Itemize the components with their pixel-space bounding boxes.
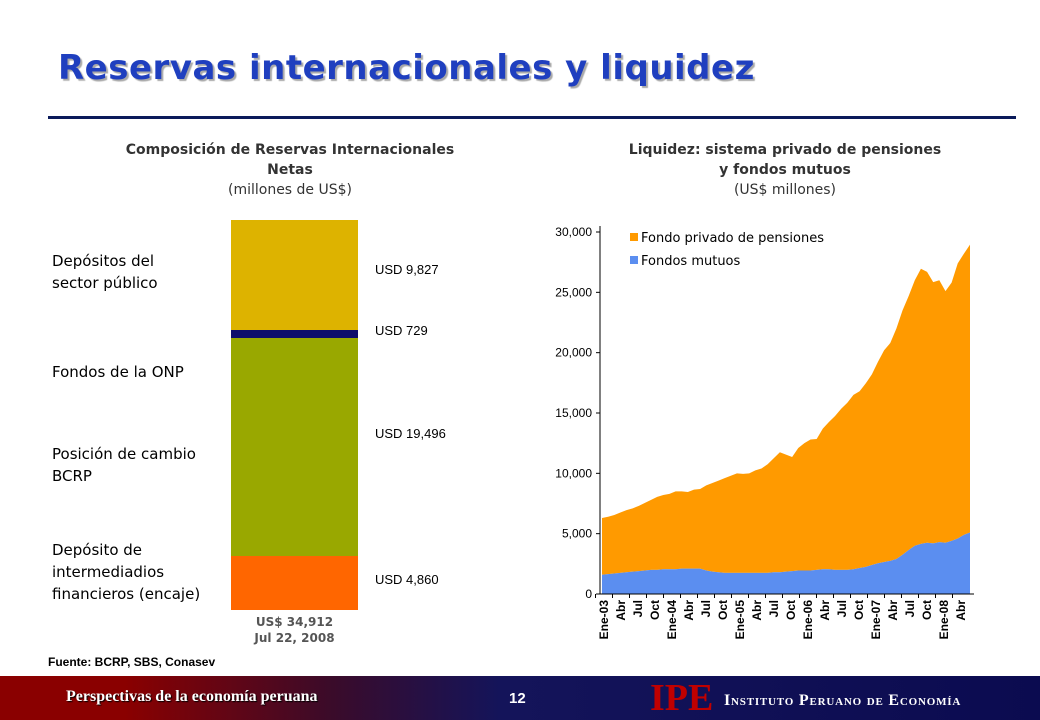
x-tick-label: Jul: [631, 600, 645, 617]
ipe-logo: IPE: [650, 677, 714, 719]
x-tick-label: Ene-05: [733, 600, 747, 640]
right-chart-title: Liquidez: sistema privado de pensiones y…: [585, 140, 985, 200]
x-tick-label: Oct: [852, 600, 866, 620]
reserves-total: US$ 34,912 Jul 22, 2008: [231, 614, 358, 646]
legend-swatch: [630, 256, 638, 264]
x-tick-label: Abr: [614, 600, 628, 621]
y-tick-label: 25,000: [555, 285, 592, 299]
reserves-total-date: Jul 22, 2008: [254, 631, 335, 645]
category-label-line: sector público: [52, 274, 158, 292]
series-area-pension-fund: [602, 244, 970, 575]
x-tick-label: Jul: [767, 600, 781, 617]
value-label-public-deposits: USD 9,827: [375, 262, 439, 277]
x-tick-label: Jul: [903, 600, 917, 617]
category-label-public-deposits: Depósitos del sector público: [52, 250, 158, 294]
left-chart-title-line2: Netas: [267, 162, 313, 178]
reserves-total-amount: US$ 34,912: [255, 615, 334, 629]
x-tick-label: Abr: [750, 600, 764, 621]
y-tick-label: 0: [585, 587, 592, 601]
liquidity-area-chart: 0 5,000 10,000 15,000 20,000 25,000 30,000 Ene-…: [555, 225, 974, 640]
source-note: Fuente: BCRP, SBS, Conasev: [48, 655, 216, 669]
category-label-line: financieros (encaje): [52, 585, 201, 603]
bar-segment: [231, 329, 358, 338]
reserves-stacked-bar: [231, 220, 358, 610]
x-tick-label: Oct: [648, 600, 662, 620]
page-title: Reservas internacionales y liquidez: [58, 48, 755, 88]
left-chart-subtitle: (millones de US$): [227, 182, 353, 198]
category-label-line: Fondos de la ONP: [52, 363, 184, 381]
y-tick-label: 15,000: [555, 406, 592, 420]
footer-title: Perspectivas de la economía peruana: [66, 688, 318, 705]
y-tick-label: 20,000: [555, 346, 592, 360]
category-label-line: Depósitos del: [52, 252, 155, 270]
right-chart-subtitle: (US$ millones): [733, 182, 837, 198]
value-label-exchange-position: USD 19,496: [375, 426, 446, 441]
bar-segment: [231, 555, 358, 610]
x-tick-label: Ene-04: [665, 600, 679, 640]
x-tick-label: Jul: [835, 600, 849, 617]
x-tick-label: Oct: [716, 600, 730, 620]
footer-bar: [0, 676, 1040, 720]
x-tick-label: Ene-03: [597, 600, 611, 640]
x-tick-label: Ene-06: [801, 600, 815, 640]
value-label-bank-deposits: USD 4,860: [375, 572, 439, 587]
x-tick-label: Oct: [784, 600, 798, 620]
y-tick-label: 10,000: [555, 466, 592, 480]
x-tick-label: Abr: [818, 600, 832, 621]
right-chart-title-line1: Liquidez: sistema privado de pensiones: [628, 142, 942, 158]
category-label-bank-deposits: Depósito de intermediadios financieros (…: [52, 539, 200, 605]
left-chart-title: Composición de Reservas Internacionales …: [90, 140, 490, 200]
x-tick-label: Ene-07: [869, 600, 883, 640]
x-tick-label: Ene-08: [937, 600, 951, 640]
x-tick-label: Oct: [920, 600, 934, 620]
y-tick-label: 5,000: [562, 527, 592, 541]
institute-name: Instituto Peruano de Economía: [724, 692, 962, 709]
y-tick-label: 30,000: [555, 225, 592, 239]
category-label-line: Posición de cambio: [52, 445, 196, 463]
bar-segment: [231, 337, 358, 556]
series-area-mutual-funds: [602, 532, 970, 594]
page-number: 12: [509, 690, 526, 707]
category-label-line: intermediadios: [52, 563, 165, 581]
category-label-onp-funds: Fondos de la ONP: [52, 361, 184, 383]
x-tick-label: Abr: [886, 600, 900, 621]
category-label-line: BCRP: [52, 467, 92, 485]
right-chart-title-line2: y fondos mutuos: [719, 162, 851, 178]
x-tick-label: Jul: [699, 600, 713, 617]
bar-segment: [231, 220, 358, 330]
x-tick-label: Abr: [682, 600, 696, 621]
left-chart-title-line1: Composición de Reservas Internacionales: [125, 142, 455, 158]
category-label-exchange-position: Posición de cambio BCRP: [52, 443, 196, 487]
legend-label: Fondo privado de pensiones: [641, 231, 824, 246]
value-label-onp-funds: USD 729: [375, 323, 428, 338]
title-divider: [48, 116, 1016, 119]
x-tick-label: Abr: [954, 600, 968, 621]
legend-label: Fondos mutuos: [641, 254, 741, 269]
category-label-line: Depósito de: [52, 541, 143, 559]
legend-swatch: [630, 233, 638, 241]
